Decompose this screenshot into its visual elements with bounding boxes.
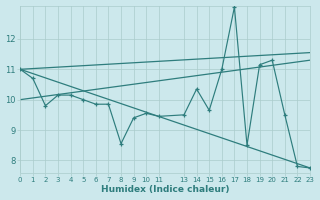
X-axis label: Humidex (Indice chaleur): Humidex (Indice chaleur) (101, 185, 229, 194)
